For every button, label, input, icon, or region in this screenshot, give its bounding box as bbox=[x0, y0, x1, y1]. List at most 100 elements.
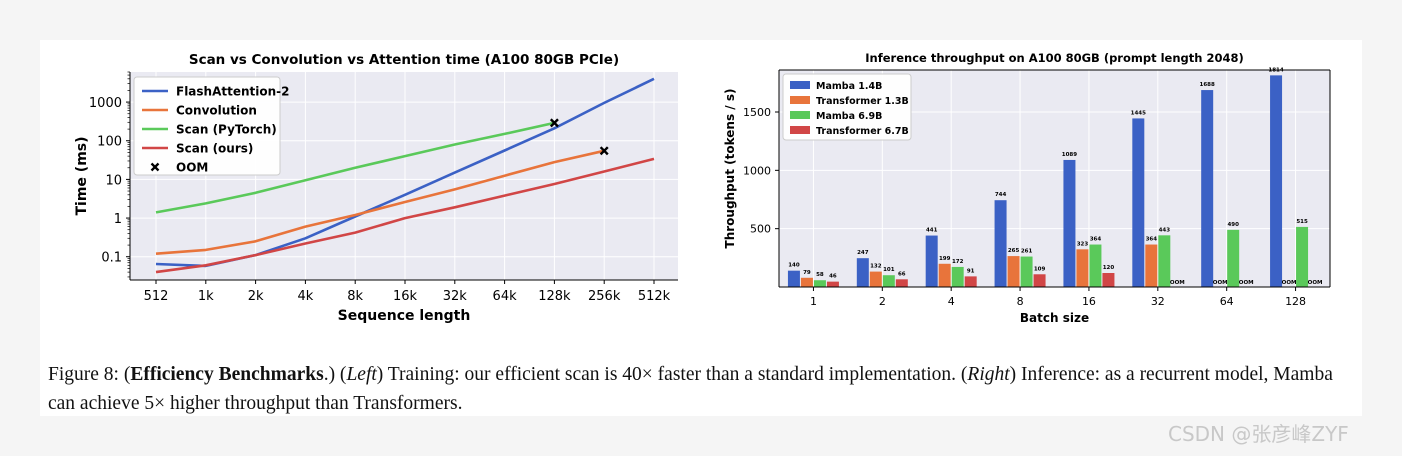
caption-figure-label: Figure 8: ( bbox=[48, 364, 131, 385]
right-x-axis-label: Batch size bbox=[1020, 311, 1089, 325]
right-bar-2 bbox=[1158, 235, 1171, 287]
right-bar-value-label: 46 bbox=[829, 274, 837, 280]
right-bar-3 bbox=[964, 276, 977, 287]
right-bar-value-label: 101 bbox=[883, 267, 895, 273]
right-bar-value-label: 172 bbox=[952, 259, 964, 265]
left-x-axis-label: Sequence length bbox=[338, 308, 471, 324]
right-legend-swatch bbox=[790, 96, 810, 104]
right-legend-box bbox=[782, 73, 912, 141]
right-bar-3 bbox=[1102, 273, 1115, 287]
right-xtick-label: 128 bbox=[1285, 295, 1306, 308]
right-oom-label: OOM bbox=[1239, 280, 1254, 286]
left-oom-marker-1 bbox=[599, 146, 609, 156]
left-xtick-label: 8k bbox=[347, 289, 363, 304]
left-xtick-label: 128k bbox=[538, 289, 571, 304]
left-legend-oom-label: OOM bbox=[176, 161, 208, 175]
left-ytick-label: 100 bbox=[97, 135, 122, 150]
right-bar-value-label: 515 bbox=[1296, 219, 1308, 225]
right-bar-2 bbox=[1227, 229, 1240, 287]
caption-right-text: ) Inference: as a recurrent model, Mamba… bbox=[48, 364, 1333, 414]
right-bar-3 bbox=[826, 281, 839, 287]
left-line-chart: 0.1 1 10 100 1000 512 1k 2k 4k 8k 16k 32k 64k 128k 256… bbox=[74, 52, 678, 324]
left-series-line-3 bbox=[155, 157, 655, 274]
left-xtick-label: 32k bbox=[443, 289, 468, 304]
right-xtick-label: 16 bbox=[1082, 295, 1096, 308]
left-y-axis-label: Time (ms) bbox=[74, 136, 90, 215]
right-bar-0 bbox=[787, 270, 800, 287]
right-oom-label: OOM bbox=[1170, 280, 1185, 286]
right-chart-title: Inference throughput on A100 80GB (promp… bbox=[865, 51, 1243, 65]
right-bar-value-label: 91 bbox=[967, 268, 975, 274]
right-bar-1 bbox=[1007, 256, 1020, 287]
left-legend-label: FlashAttention-2 bbox=[176, 85, 290, 99]
right-bar-3 bbox=[1033, 274, 1046, 287]
left-ytick-label: 1000 bbox=[89, 96, 122, 111]
caption-right-label: Right bbox=[967, 364, 1010, 385]
right-bar-2 bbox=[813, 280, 826, 287]
right-xtick-label: 2 bbox=[879, 295, 886, 308]
left-oom-marker-0 bbox=[549, 118, 559, 128]
right-bar-value-label: 79 bbox=[803, 270, 811, 276]
right-bar-value-label: 364 bbox=[1090, 237, 1102, 243]
right-bar-3 bbox=[895, 279, 908, 287]
right-bar-value-label: 364 bbox=[1146, 237, 1158, 243]
left-xtick-label: 4k bbox=[297, 289, 313, 304]
right-bar-2 bbox=[1296, 226, 1309, 287]
right-bar-value-label: 744 bbox=[995, 192, 1007, 198]
right-bar-value-label: 199 bbox=[939, 256, 951, 262]
watermark-text: CSDN @张彦峰ZYF bbox=[1168, 422, 1349, 446]
right-xtick-label: 4 bbox=[948, 295, 955, 308]
right-bar-0 bbox=[1063, 159, 1076, 287]
right-legend-swatch bbox=[790, 81, 810, 89]
caption-left-text: ) Training: our efficient scan is 40× fa… bbox=[376, 364, 968, 385]
caption-left-label: Left bbox=[346, 364, 377, 385]
right-bar-value-label: 247 bbox=[857, 250, 869, 256]
right-bar-0 bbox=[1201, 90, 1214, 287]
left-ytick-label: 10 bbox=[105, 173, 122, 188]
charts-canvas: 0.1 1 10 100 1000 512 1k 2k 4k 8k 16k 32k 64k 128k 256… bbox=[74, 51, 1331, 325]
left-ytick-label: 0.1 bbox=[101, 251, 122, 266]
right-ytick-label: 500 bbox=[750, 223, 771, 236]
right-ytick-label: 1000 bbox=[743, 164, 771, 177]
right-bar-1 bbox=[1145, 244, 1158, 287]
right-xtick-label: 64 bbox=[1220, 295, 1234, 308]
right-oom-label: OOM bbox=[1308, 280, 1323, 286]
left-oom-stroke bbox=[599, 146, 609, 156]
right-bar-0 bbox=[994, 200, 1007, 287]
right-bar-2 bbox=[1089, 244, 1102, 287]
right-bar-2 bbox=[882, 275, 895, 287]
left-legend-label: Scan (ours) bbox=[176, 142, 253, 156]
right-legend-label: Transformer 1.3B bbox=[816, 96, 909, 107]
right-bar-value-label: 1688 bbox=[1200, 82, 1215, 88]
right-xtick-label: 8 bbox=[1017, 295, 1024, 308]
right-legend-label: Mamba 1.4B bbox=[816, 81, 882, 92]
right-bar-value-label: 1445 bbox=[1131, 110, 1146, 116]
caption-after-title: .) ( bbox=[323, 364, 347, 385]
left-xtick-label: 512 bbox=[144, 289, 169, 304]
left-series-line-2 bbox=[155, 121, 555, 214]
left-xtick-label: 64k bbox=[493, 289, 518, 304]
left-xtick-label: 2k bbox=[248, 289, 264, 304]
right-bar-0 bbox=[925, 235, 938, 287]
left-xtick-label: 512k bbox=[638, 289, 671, 304]
figure-caption: Figure 8: (Efficiency Benchmarks.) (Left… bbox=[48, 360, 1358, 418]
right-bar-value-label: 66 bbox=[898, 271, 906, 277]
right-bar-value-label: 58 bbox=[816, 272, 824, 278]
left-legend-label: Convolution bbox=[176, 104, 257, 118]
left-legend-box bbox=[133, 76, 281, 176]
right-bar-value-label: 261 bbox=[1021, 249, 1033, 255]
right-bar-value-label: 265 bbox=[1008, 248, 1020, 254]
right-bar-value-label: 132 bbox=[870, 264, 882, 270]
left-series-line-1 bbox=[155, 149, 605, 255]
right-bar-chart: 5001000150014024744174410891445168818147… bbox=[723, 51, 1331, 325]
right-xtick-label: 32 bbox=[1151, 295, 1165, 308]
right-bar-0 bbox=[856, 258, 869, 287]
left-xtick-label: 1k bbox=[198, 289, 214, 304]
right-y-axis-label: Throughput (tokens / s) bbox=[723, 89, 737, 249]
caption-bold-title: Efficiency Benchmarks bbox=[130, 364, 324, 385]
right-bar-value-label: 443 bbox=[1159, 227, 1171, 233]
left-oom-stroke bbox=[549, 118, 559, 128]
right-bar-1 bbox=[800, 277, 813, 287]
right-bar-1 bbox=[938, 263, 951, 287]
right-bar-value-label: 441 bbox=[926, 228, 938, 234]
